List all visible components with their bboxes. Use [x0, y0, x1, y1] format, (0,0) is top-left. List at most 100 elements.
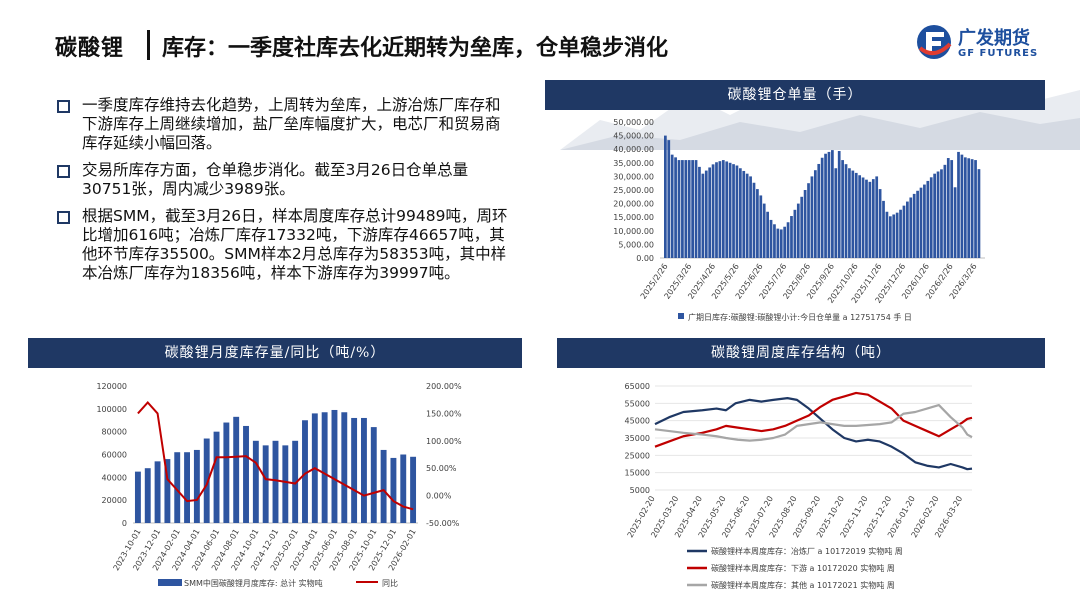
bar [848, 168, 851, 258]
y1-tick-label: 100000 [96, 405, 127, 414]
y2-tick-label: 0.00% [426, 492, 452, 501]
bullet-square-icon [57, 100, 70, 113]
logo-text-en: GF FUTURES [958, 48, 1039, 59]
y-tick-label: 30,000.00 [613, 172, 654, 181]
bar [916, 190, 919, 258]
y-tick-label: 65000 [625, 382, 650, 391]
bar [223, 422, 230, 523]
bullet-text: 一季度库存维持去化趋势，上周转为垒库，上游冶炼厂库存和下游库存上周继续增加，盐厂… [82, 96, 501, 152]
y2-tick-label: -50.00% [426, 519, 460, 528]
bar [262, 445, 269, 523]
bar [906, 201, 909, 258]
bar [670, 154, 674, 258]
y1-tick-label: 20000 [102, 496, 127, 505]
header: 碳酸锂 库存：一季度社库去化近期转为垒库，仓单稳步消化 广发期货 GF FUTU… [0, 0, 1080, 80]
bar [793, 209, 797, 258]
bar [967, 158, 971, 258]
bar [694, 160, 698, 258]
chart-weekly: 65000550004500035000250001500050002025-0… [625, 382, 973, 590]
bar [957, 151, 960, 258]
y2-tick-label: 150.00% [426, 409, 462, 418]
bar [390, 457, 397, 523]
bar [858, 175, 862, 258]
bar [252, 440, 259, 523]
bar [370, 427, 377, 523]
bar [885, 211, 889, 258]
bar [292, 440, 299, 523]
bar [704, 170, 708, 258]
bar [943, 164, 947, 258]
bar [875, 176, 879, 258]
bar [783, 226, 787, 258]
bar [837, 151, 841, 258]
series-line [654, 391, 973, 448]
logo-text-cn: 广发期货 [958, 28, 1030, 49]
bar [974, 160, 977, 258]
bar [681, 160, 684, 258]
bar [796, 203, 800, 258]
bar [776, 228, 780, 258]
bar [936, 171, 940, 258]
y-tick-label: 50,000.00 [613, 118, 654, 127]
bar [769, 219, 773, 258]
y-tick-label: 45,000.00 [613, 132, 654, 141]
bar [933, 173, 937, 258]
bar [909, 197, 913, 258]
y-tick-label: 35000 [625, 434, 650, 443]
y-tick-label: 5,000.00 [618, 240, 654, 249]
bar [684, 160, 688, 258]
bar [882, 200, 885, 258]
bar [813, 170, 817, 258]
bar [844, 164, 848, 258]
bar [868, 181, 872, 258]
series-line [654, 403, 973, 442]
legend-label: 碳酸锂样本周度库存：冶炼厂 a 10172019 实物吨 周 [711, 546, 903, 556]
bar [803, 190, 807, 258]
bar [174, 452, 181, 523]
legend-label-line: 同比 [382, 578, 398, 588]
bar [193, 449, 200, 523]
y1-tick-label: 120000 [96, 382, 127, 391]
bar [800, 196, 804, 258]
bar [807, 183, 810, 258]
y-tick-label: 15,000.00 [613, 213, 654, 222]
chart-warrants-title: 碳酸锂仓单量（手） [545, 80, 1045, 110]
gf-logo-icon [917, 25, 952, 59]
bar [184, 452, 190, 523]
bar [929, 177, 933, 258]
bar [861, 177, 865, 258]
bar [698, 166, 701, 258]
bar [302, 420, 308, 523]
y-tick-label: 10,000.00 [613, 227, 654, 236]
page-title: 碳酸锂 [55, 36, 125, 61]
bar [701, 173, 705, 258]
title-divider [147, 30, 150, 60]
bar [721, 160, 725, 258]
bar [711, 164, 715, 258]
bullet-item: 交易所库存方面，仓单稳步消化。截至3月26日仓单总量30751张，周内减少398… [55, 161, 515, 199]
bar [745, 173, 749, 258]
bar [888, 216, 892, 258]
y-tick-label: 25000 [625, 451, 650, 460]
bar [831, 150, 834, 258]
bar [963, 157, 967, 258]
legend-label: 碳酸锂样本周度库存：其他 a 10172021 实物吨 周 [711, 580, 895, 590]
bullet-list: 一季度库存维持去化趋势，上周转为垒库，上游冶炼厂库存和下游库存上周继续增加，盐厂… [55, 96, 515, 291]
chart-weekly-title: 碳酸锂周度库存结构（吨） [557, 338, 1045, 368]
bar [779, 229, 783, 258]
bar [331, 409, 338, 523]
y-tick-label: 25,000.00 [613, 186, 654, 195]
bar [970, 159, 974, 258]
bar [154, 461, 161, 523]
bar [919, 187, 923, 258]
bar [834, 168, 838, 258]
bar [946, 158, 950, 258]
bar [203, 438, 210, 523]
bar [321, 412, 328, 523]
legend-swatch-bar [158, 579, 182, 586]
bar [851, 170, 855, 258]
bar [735, 165, 739, 258]
bullet-square-icon [57, 165, 70, 178]
bar [361, 417, 367, 523]
bar [272, 440, 279, 523]
